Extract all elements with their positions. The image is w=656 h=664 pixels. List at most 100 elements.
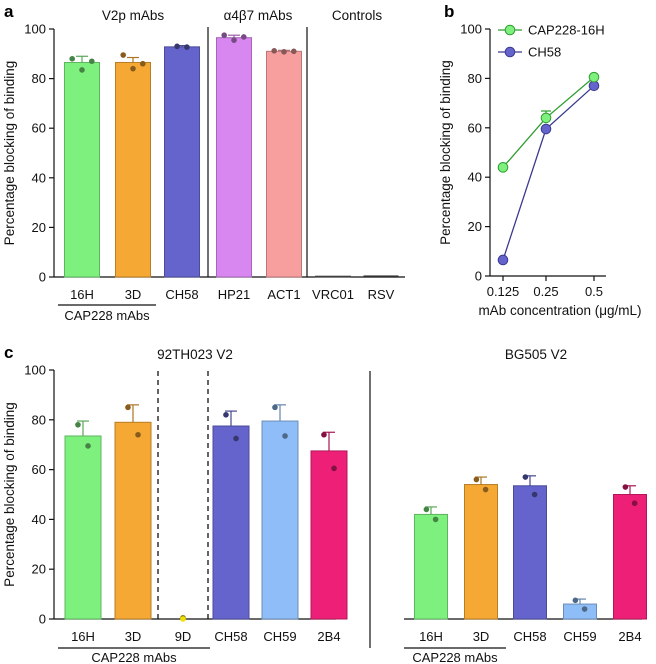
c2-data-point xyxy=(482,486,489,493)
a-data-point xyxy=(231,37,237,43)
c-x-tick-label: CH58 xyxy=(214,629,247,644)
a-y-tick-label: 20 xyxy=(32,220,46,235)
c1-underline-label: CAP228 mAbs xyxy=(91,650,177,664)
b-series-line xyxy=(502,85,595,261)
a-bar-ch58 xyxy=(164,46,200,278)
c-x-tick-label: 16H xyxy=(419,629,443,644)
c2-data-point xyxy=(473,476,480,483)
a-group-label-controls: Controls xyxy=(332,8,383,23)
c1-bar-ch59 xyxy=(261,420,299,620)
c-y-axis-title: Percentage blocking of binding xyxy=(2,402,17,587)
chart-a: 0 20 40 60 80 100 Percentage blocking of bindi… xyxy=(2,8,405,323)
c2-bar-16h xyxy=(414,513,448,620)
c2-data-point xyxy=(631,500,638,507)
a-data-point xyxy=(140,60,146,67)
a-underline-label: CAP228 mAbs xyxy=(64,308,150,323)
a-bar-3d xyxy=(115,61,151,278)
a-data-point xyxy=(291,48,297,55)
a-y-tick-label: 80 xyxy=(32,71,46,86)
c1-data-point xyxy=(233,435,239,442)
c-x-tick-label: 16H xyxy=(71,629,95,644)
a-bar-act1 xyxy=(266,50,302,278)
panel-b-label: b xyxy=(444,2,454,21)
c1-data-point xyxy=(75,421,81,428)
c2-bar-ch59 xyxy=(563,603,597,620)
a-x-tick-label: 16H xyxy=(70,287,94,302)
a-bar-vrc01 xyxy=(315,275,351,278)
c-x-tick-label: 3D xyxy=(473,629,490,644)
a-x-tick-label: ACT1 xyxy=(267,287,300,302)
b-data-point xyxy=(588,71,600,83)
c1-data-point xyxy=(321,431,327,438)
panel-c-label: c xyxy=(4,343,13,362)
a-data-point xyxy=(89,58,95,65)
b-y-tick-label: 100 xyxy=(460,22,482,37)
b-x-tick-label: 0.125 xyxy=(487,284,520,299)
a-y-tick-label: 40 xyxy=(32,170,46,185)
b-data-point xyxy=(497,254,509,266)
a-group-label-v2p: V2p mAbs xyxy=(102,8,165,23)
a-data-point xyxy=(174,43,180,50)
b-y-tick-label: 0 xyxy=(475,269,482,284)
a-data-point xyxy=(69,55,75,62)
c2-data-point xyxy=(531,491,538,498)
a-data-point xyxy=(241,34,247,40)
c-y-tick-label: 60 xyxy=(32,462,46,477)
c-y-tick-label: 80 xyxy=(32,412,46,427)
c-x-tick-label: 9D xyxy=(175,629,192,644)
a-data-point xyxy=(120,52,126,58)
c2-data-point xyxy=(432,516,439,523)
b-x-axis-title: mAb concentration (μg/mL) xyxy=(478,303,641,318)
c-y-tick-label: 40 xyxy=(32,512,46,527)
c-y-tick-label: 0 xyxy=(39,612,46,627)
c1-bar-2b4 xyxy=(310,450,348,620)
c-group-title-bg505: BG505 V2 xyxy=(505,347,567,362)
c-y-tick-label: 100 xyxy=(24,363,46,378)
b-data-point xyxy=(540,112,552,124)
a-x-tick-label: VRC01 xyxy=(312,287,354,302)
a-y-axis-title: Percentage blocking of binding xyxy=(2,61,17,246)
b-y-tick-label: 60 xyxy=(468,120,482,135)
c2-data-point xyxy=(581,606,588,612)
a-data-point xyxy=(271,48,278,54)
c2-bar-3d xyxy=(464,484,498,620)
b-y-tick-label: 40 xyxy=(468,170,482,185)
c1-bar-ch58 xyxy=(212,425,250,620)
c2-data-point xyxy=(423,506,430,513)
c-x-tick-label: CH59 xyxy=(563,629,596,644)
c1-data-point xyxy=(272,404,278,411)
b-legend-label: CH58 xyxy=(528,45,561,60)
chart-b: 0 20 40 60 80 100 Percentage blocking of bindi… xyxy=(438,22,642,319)
c-group-title-92th023: 92TH023 V2 xyxy=(157,347,233,362)
c2-data-point xyxy=(572,597,579,604)
b-legend-marker xyxy=(504,24,516,36)
c1-data-point xyxy=(85,443,91,449)
b-x-tick-label: 0.25 xyxy=(533,284,558,299)
c1-data-point xyxy=(223,412,229,418)
a-data-point xyxy=(79,67,85,73)
panel-a-label: a xyxy=(4,2,14,21)
c2-underline-label: CAP228 mAbs xyxy=(412,650,498,664)
c1-bar-3d xyxy=(114,421,152,620)
a-x-tick-label: 3D xyxy=(125,287,142,302)
a-x-tick-label: HP21 xyxy=(218,287,251,302)
b-y-tick-label: 20 xyxy=(468,219,482,234)
a-bar-16h xyxy=(64,61,100,278)
b-y-axis-title: Percentage blocking of binding xyxy=(438,60,453,245)
b-data-point xyxy=(497,162,509,173)
a-y-tick-label: 0 xyxy=(39,270,46,285)
a-y-tick-label: 100 xyxy=(24,22,46,37)
c-x-tick-label: 3D xyxy=(125,629,142,644)
chart-c: 0 20 40 60 80 100 Percentage blocking of bindi… xyxy=(2,347,647,664)
c1-data-point xyxy=(331,465,337,472)
c1-bar-16h xyxy=(64,435,102,620)
b-legend-label: CAP228-16H xyxy=(528,23,605,38)
c-x-tick-label: CH59 xyxy=(263,629,296,644)
c2-data-point xyxy=(622,484,629,490)
a-y-tick-label: 60 xyxy=(32,121,46,136)
c1-data-point xyxy=(125,404,131,411)
b-x-tick-label: 0.5 xyxy=(585,284,603,299)
c2-data-point xyxy=(522,474,529,480)
c-y-tick-label: 20 xyxy=(32,562,46,577)
